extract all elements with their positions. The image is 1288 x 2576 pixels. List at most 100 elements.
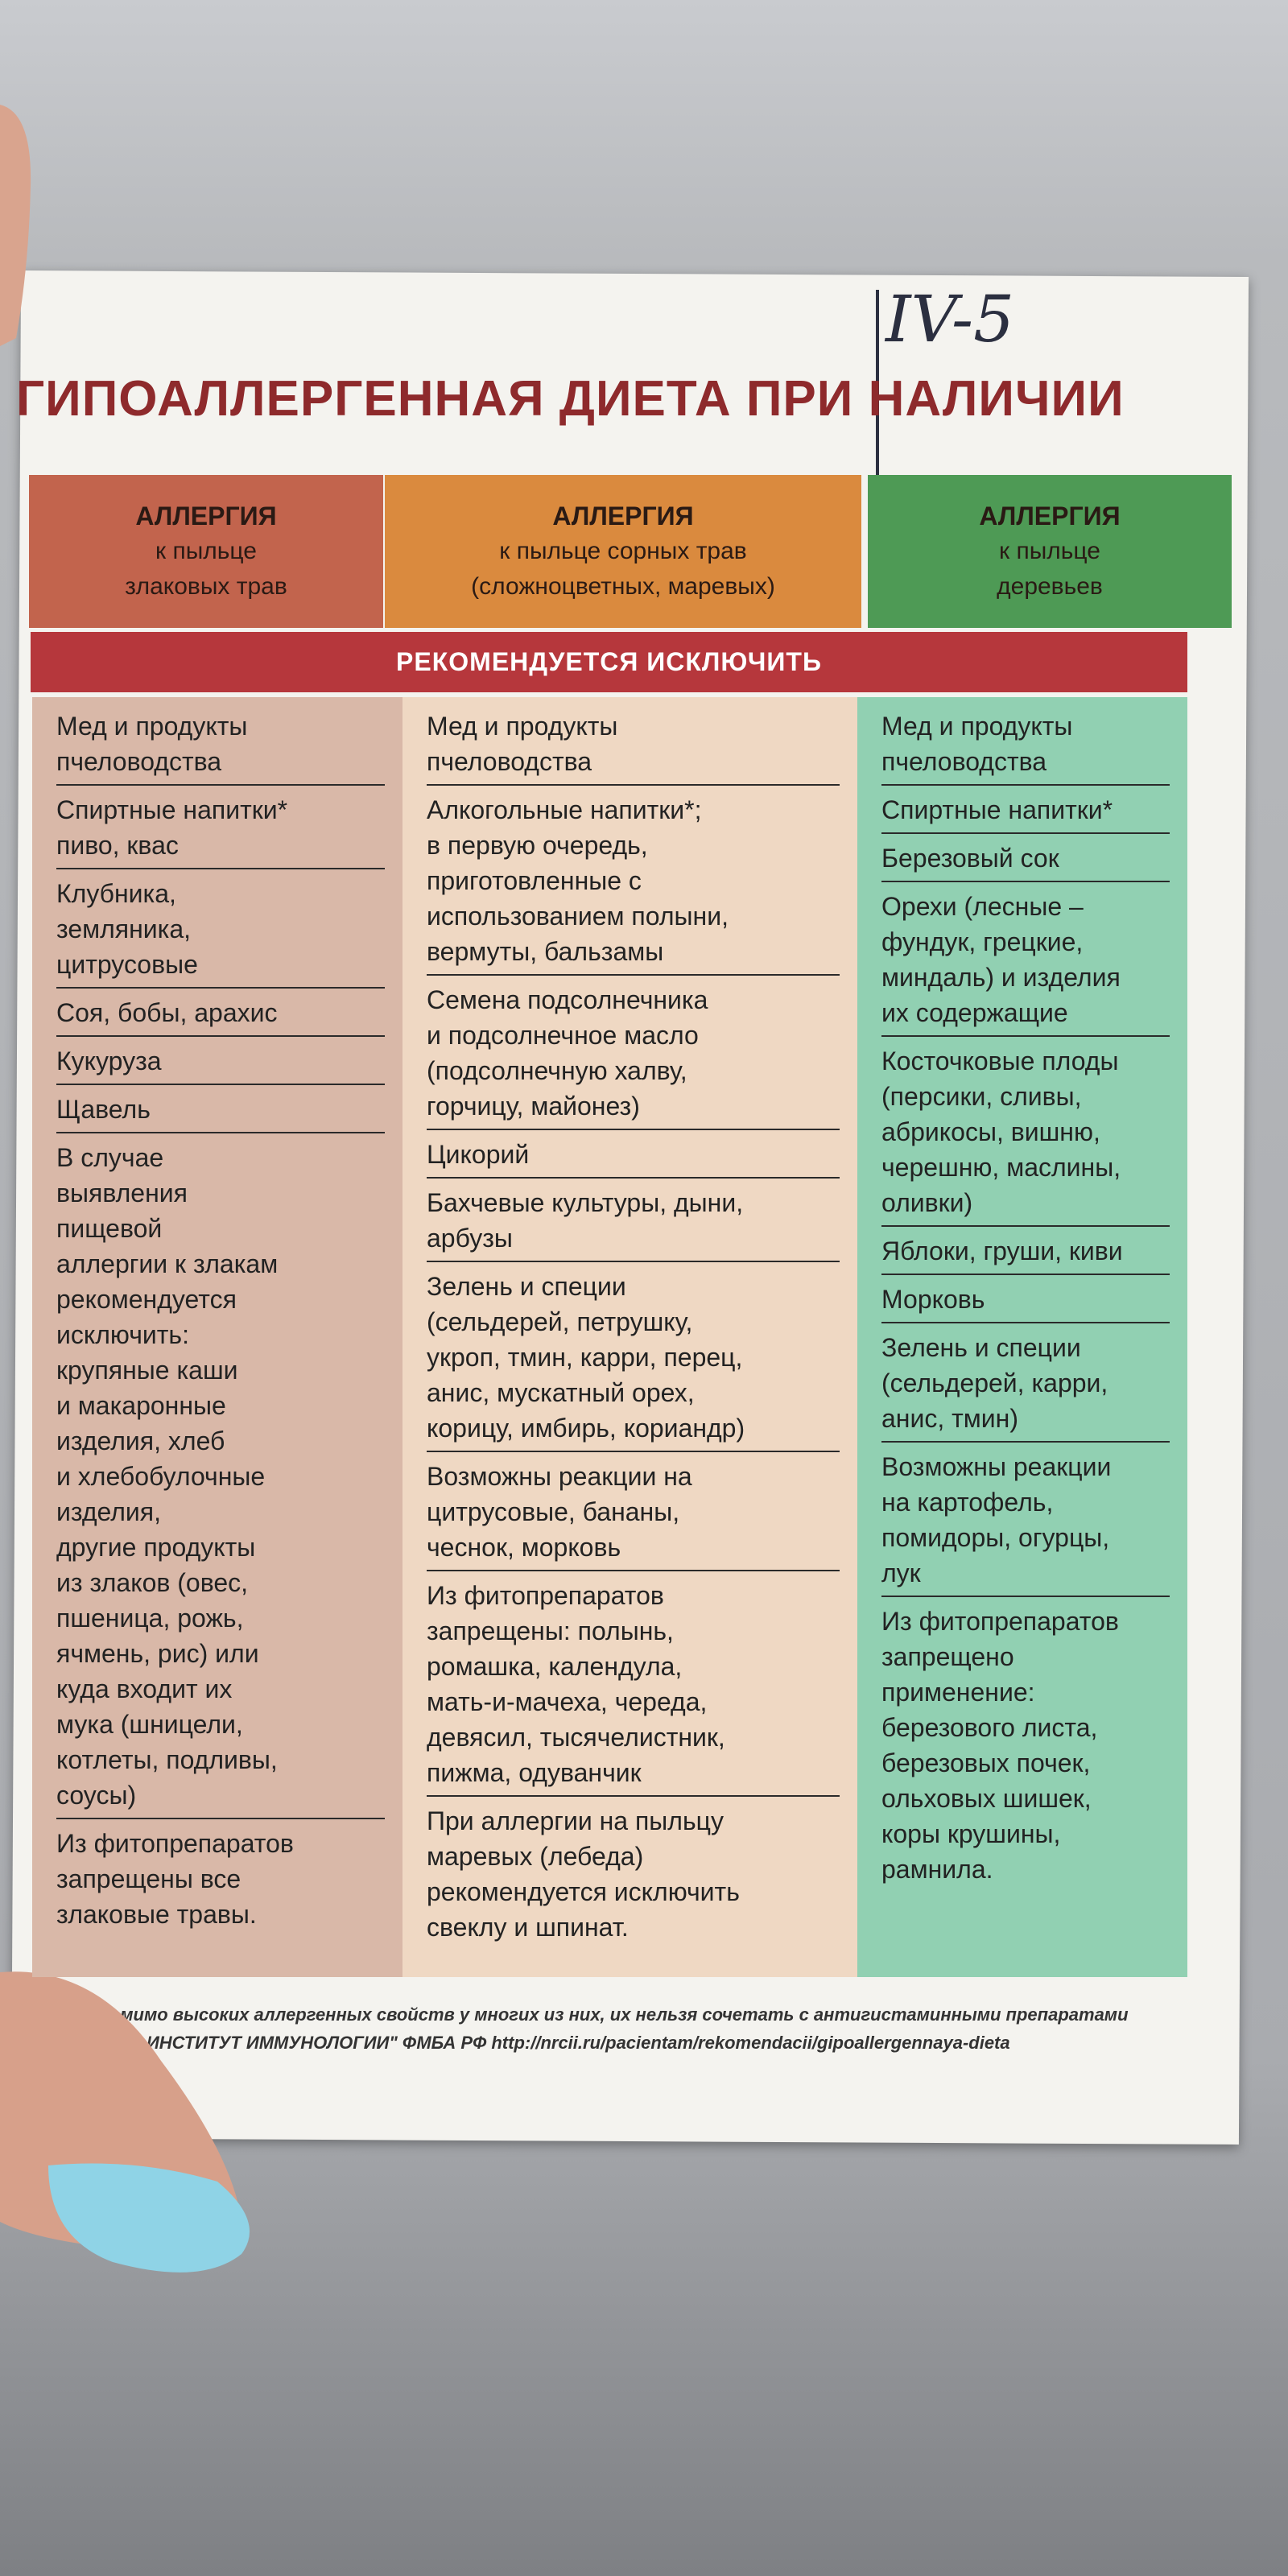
item-line: изделия, хлеб: [56, 1426, 225, 1455]
list-item: Спиртные напитки*: [881, 792, 1170, 834]
item-line: коры крушины,: [881, 1819, 1061, 1848]
list-item: Клубника, земляника, цитрусовые: [56, 876, 385, 989]
list-item: Щавель: [56, 1092, 385, 1133]
item-line: арбузы: [427, 1224, 513, 1253]
item-line: соусы): [56, 1781, 137, 1810]
list-item: Мед и продукты пчеловодства: [881, 708, 1170, 786]
item-line: пчеловодства: [881, 747, 1047, 776]
item-line: Зелень и специи: [881, 1333, 1081, 1362]
column: Мед и продукты пчеловодства Алкогольные на…: [402, 697, 857, 1977]
list-item: В случае выявления пищевой аллергии к злака…: [56, 1140, 385, 1819]
footnote: "ГНЦ ИНСТИТУТ ИММУНОЛОГИИ" ФМБА РФ http:…: [97, 2033, 1010, 2053]
item-line: корицу, имбирь, кориандр): [427, 1414, 745, 1443]
item-line: Березовый сок: [881, 844, 1059, 873]
item-line: и макаронные: [56, 1391, 226, 1420]
list-item: Морковь: [881, 1282, 1170, 1323]
item-line: крупяные каши: [56, 1356, 238, 1385]
item-line: Мед и продукты: [56, 712, 248, 741]
item-line: миндаль) и изделия: [881, 963, 1121, 992]
item-line: Зелень и специи: [427, 1272, 626, 1301]
item-line: ольховых шишек,: [881, 1784, 1092, 1813]
list-item: Возможны реакции на картофель, помидоры, о…: [881, 1449, 1170, 1597]
column-header: АЛЛЕРГИЯ к пыльце злаковых трав: [29, 475, 383, 628]
item-line: котлеты, подливы,: [56, 1745, 278, 1774]
item-line: Из фитопрепаратов: [881, 1607, 1119, 1636]
header-line: АЛЛЕРГИЯ: [979, 502, 1121, 530]
item-line: Мед и продукты: [881, 712, 1073, 741]
header-line: АЛЛЕРГИЯ: [552, 502, 694, 530]
item-line: укроп, тмин, карри, перец,: [427, 1343, 743, 1372]
item-line: При аллергии на пыльцу: [427, 1806, 724, 1835]
list-item: Из фитопрепаратов запрещены все злаковые т…: [56, 1826, 385, 1937]
item-line: выявления: [56, 1179, 188, 1208]
item-line: (персики, сливы,: [881, 1082, 1082, 1111]
item-line: исключить:: [56, 1320, 189, 1349]
item-line: их содержащие: [881, 998, 1068, 1027]
column-header: АЛЛЕРГИЯ к пыльце деревьев: [868, 475, 1232, 628]
item-line: Бахчевые культуры, дыни,: [427, 1188, 744, 1217]
list-item: Бахчевые культуры, дыни, арбузы: [427, 1185, 840, 1262]
item-line: Соя, бобы, арахис: [56, 998, 278, 1027]
header-line: (сложноцветных, маревых): [471, 573, 775, 600]
list-item: Зелень и специи (сельдерей, карри, анис, т…: [881, 1330, 1170, 1443]
item-line: (подсолнечную халву,: [427, 1056, 687, 1085]
item-line: в первую очередь,: [427, 831, 648, 860]
item-line: пищевой: [56, 1214, 163, 1243]
item-line: Спиртные напитки*: [56, 795, 288, 824]
list-item: Из фитопрепаратов запрещено применение: бер…: [881, 1604, 1170, 1892]
list-item: При аллергии на пыльцу маревых (лебеда) ре…: [427, 1803, 840, 1950]
list-item: Алкогольные напитки*; в первую очередь, пр…: [427, 792, 840, 976]
item-line: девясил, тысячелистник,: [427, 1723, 725, 1752]
item-line: злаковые травы.: [56, 1900, 257, 1929]
item-line: рекомендуется: [56, 1285, 237, 1314]
list-item: Возможны реакции на цитрусовые, бананы, че…: [427, 1459, 840, 1571]
item-line: Морковь: [881, 1285, 985, 1314]
item-line: В случае: [56, 1143, 164, 1172]
item-line: пчеловодства: [56, 747, 222, 776]
item-line: (сельдерей, карри,: [881, 1368, 1108, 1397]
banner: РЕКОМЕНДУЕТСЯ ИСКЛЮЧИТЬ: [31, 632, 1187, 692]
item-line: Клубника,: [56, 879, 176, 908]
header-line: к пыльце сорных трав: [499, 538, 747, 564]
item-line: Из фитопрепаратов: [56, 1829, 294, 1858]
list-item: Косточковые плоды (персики, сливы, абрикос…: [881, 1043, 1170, 1227]
list-item: Зелень и специи (сельдерей, петрушку, укро…: [427, 1269, 840, 1452]
title: ГИПОАЛЛЕРГЕННАЯ ДИЕТА ПРИ НАЛИЧИИ: [16, 371, 1125, 427]
item-line: Кукуруза: [56, 1046, 162, 1075]
item-line: маревых (лебеда): [427, 1842, 644, 1871]
list-item: Мед и продукты пчеловодства: [56, 708, 385, 786]
item-line: запрещено: [881, 1642, 1014, 1671]
item-line: Возможны реакции: [881, 1452, 1112, 1481]
list-item: Мед и продукты пчеловодства: [427, 708, 840, 786]
item-line: Семена подсолнечника: [427, 985, 708, 1014]
item-line: рекомендуется исключить: [427, 1877, 740, 1906]
handwritten-note: IV-5: [886, 282, 1014, 357]
item-line: Яблоки, груши, киви: [881, 1236, 1123, 1265]
item-line: Из фитопрепаратов: [427, 1581, 664, 1610]
item-line: куда входит их: [56, 1674, 233, 1703]
list-item: Березовый сок: [881, 840, 1170, 882]
item-line: цитрусовые, бананы,: [427, 1497, 680, 1526]
item-line: земляника,: [56, 914, 192, 943]
column: Мед и продукты пчеловодства Спиртные напит…: [32, 697, 402, 1977]
item-line: черешню, маслины,: [881, 1153, 1121, 1182]
item-line: анис, тмин): [881, 1404, 1018, 1433]
list-item: Семена подсолнечника и подсолнечное масло…: [427, 982, 840, 1130]
pen-stroke: [876, 290, 879, 491]
nail: [48, 2163, 250, 2273]
list-item: Кукуруза: [56, 1043, 385, 1085]
item-line: березовых почек,: [881, 1748, 1091, 1777]
item-line: свеклу и шпинат.: [427, 1913, 629, 1942]
list-item: Яблоки, груши, киви: [881, 1233, 1170, 1275]
item-line: запрещены: полынь,: [427, 1616, 674, 1645]
header-line: к пыльце: [155, 538, 257, 564]
item-line: из злаков (овес,: [56, 1568, 249, 1597]
item-line: пижма, одуванчик: [427, 1758, 642, 1787]
item-line: березового листа,: [881, 1713, 1098, 1742]
item-line: и подсолнечное масло: [427, 1021, 699, 1050]
header-line: АЛЛЕРГИЯ: [135, 502, 277, 530]
item-line: использованием полыни,: [427, 902, 729, 931]
finger: [0, 105, 31, 346]
column: Мед и продукты пчеловодства Спиртные напит…: [857, 697, 1187, 1977]
